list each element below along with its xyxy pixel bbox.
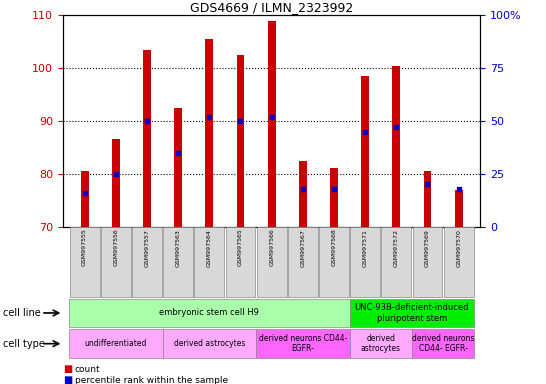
Bar: [349, 329, 412, 358]
Text: GSM997570: GSM997570: [456, 229, 461, 266]
Bar: [299, 161, 307, 227]
Text: derived astrocytes: derived astrocytes: [174, 339, 245, 348]
Bar: [69, 298, 349, 328]
Bar: [412, 329, 474, 358]
Point: [111, 170, 120, 177]
Text: embryonic stem cell H9: embryonic stem cell H9: [159, 308, 259, 318]
Text: GSM997569: GSM997569: [425, 229, 430, 266]
Bar: [257, 227, 287, 297]
Text: GSM997564: GSM997564: [207, 229, 212, 266]
Text: undifferentiated: undifferentiated: [85, 339, 147, 348]
Bar: [143, 50, 151, 227]
Bar: [361, 76, 369, 227]
Bar: [163, 329, 256, 358]
Bar: [288, 227, 318, 297]
Text: GSM997571: GSM997571: [363, 229, 367, 266]
Text: GSM997568: GSM997568: [331, 229, 336, 266]
Point: [80, 190, 89, 196]
Bar: [393, 66, 400, 227]
Text: cell line: cell line: [3, 308, 40, 318]
Text: derived neurons CD44-
EGFR-: derived neurons CD44- EGFR-: [259, 334, 347, 353]
Bar: [330, 169, 338, 227]
Point: [392, 124, 401, 130]
Bar: [205, 39, 213, 227]
Point: [143, 118, 151, 124]
Text: GSM997556: GSM997556: [113, 229, 118, 266]
Text: GSM997572: GSM997572: [394, 229, 399, 267]
Bar: [101, 227, 130, 297]
Text: UNC-93B-deficient-induced
pluripotent stem: UNC-93B-deficient-induced pluripotent st…: [355, 303, 469, 323]
Bar: [236, 55, 245, 227]
Point: [236, 118, 245, 124]
Point: [454, 185, 463, 192]
Bar: [424, 171, 431, 227]
Bar: [132, 227, 162, 297]
Bar: [413, 227, 442, 297]
Bar: [163, 227, 193, 297]
Point: [423, 181, 432, 187]
Title: GDS4669 / ILMN_2323992: GDS4669 / ILMN_2323992: [190, 1, 353, 14]
Text: ■: ■: [63, 375, 72, 384]
Text: count: count: [75, 365, 100, 374]
Text: ■: ■: [63, 364, 72, 374]
Bar: [455, 190, 462, 227]
Point: [268, 114, 276, 120]
Bar: [225, 227, 256, 297]
Text: derived
astrocytes: derived astrocytes: [361, 334, 401, 353]
Point: [174, 149, 182, 156]
Text: derived neurons
CD44- EGFR-: derived neurons CD44- EGFR-: [412, 334, 474, 353]
Text: GSM997555: GSM997555: [82, 229, 87, 266]
Bar: [350, 227, 380, 297]
Bar: [268, 21, 276, 227]
Text: GSM997557: GSM997557: [145, 229, 150, 266]
Bar: [112, 139, 120, 227]
Text: percentile rank within the sample: percentile rank within the sample: [75, 376, 228, 384]
Point: [330, 185, 339, 192]
Text: cell type: cell type: [3, 339, 45, 349]
Bar: [194, 227, 224, 297]
Bar: [349, 298, 474, 328]
Bar: [444, 227, 473, 297]
Bar: [70, 227, 99, 297]
Bar: [381, 227, 411, 297]
Text: GSM997563: GSM997563: [176, 229, 181, 266]
Text: GSM997565: GSM997565: [238, 229, 243, 266]
Text: GSM997567: GSM997567: [300, 229, 305, 266]
Bar: [256, 329, 349, 358]
Point: [205, 114, 213, 120]
Bar: [69, 329, 163, 358]
Bar: [319, 227, 349, 297]
Bar: [81, 171, 88, 227]
Text: GSM997566: GSM997566: [269, 229, 274, 266]
Point: [299, 185, 307, 192]
Point: [361, 128, 370, 134]
Bar: [174, 108, 182, 227]
